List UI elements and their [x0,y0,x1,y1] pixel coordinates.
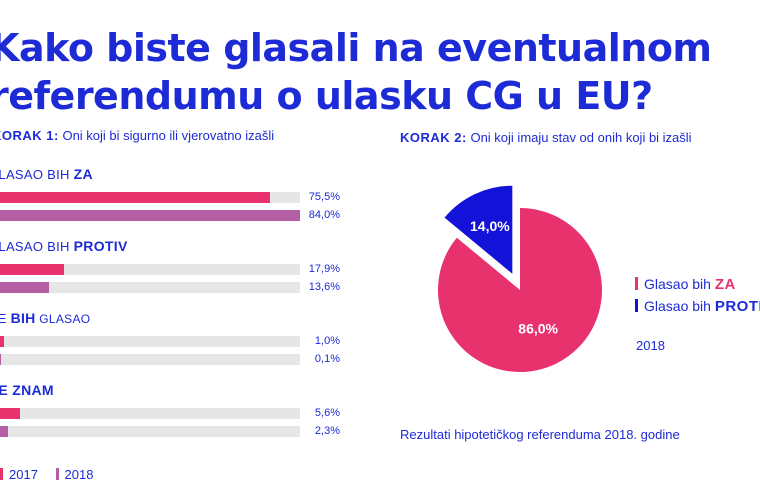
step-2-heading: KORAK 2: Oni koji imaju stav od onih koj… [400,130,692,145]
legend-swatch-2018 [55,468,59,480]
bar-2018 [0,426,9,437]
bar-value-label: 5,6% [314,407,340,419]
pie-value-label-protiv: 14,0% [470,218,510,234]
pie-value-label-za: 86,0% [518,321,558,337]
bar-group-3: NE ZNAM 5,6% 2,3% [0,382,340,442]
pie-legend-bold-za: ZA [714,276,736,293]
bar-row-2017: 5,6% [0,407,340,419]
bar-value-label: 1,0% [314,335,340,347]
bar-row-2017: 1,0% [0,335,340,347]
bar-value-label: 17,9% [308,263,340,275]
pie-legend-bold-protiv: PROTIV [714,298,760,315]
bar-2018 [0,282,49,293]
pie-chart: 86,0% 14,0% [438,185,602,372]
pie-legend-label-protiv: Glasao bih [644,298,711,314]
legend-swatch-2017 [0,468,3,480]
step-2-text: Oni koji imaju stav od onih koji bi izaš… [470,130,692,145]
bar-chart-legend: 2017 2018 [0,467,107,482]
bar-value-label: 13,6% [308,281,340,293]
step-1-heading: KORAK 1: Oni koji bi sigurno ili vjerova… [0,128,274,143]
step-1-text: Oni koji bi sigurno ili vjerovatno izašl… [62,128,275,143]
bar-2017 [0,408,20,419]
bar-group-1: GLASAO BIH PROTIV 17,9% 13,6% [0,238,340,298]
bar-group-title-bold: PROTIV [73,238,128,254]
bar-row-2018: 2,3% [0,425,340,437]
chart-title-line-2: referendumu o ulasku CG u EU? [0,74,653,118]
bar-group-title-bold: ZA [73,166,93,182]
bar-row-2018: 13,6% [0,281,340,293]
pie-legend-swatch-za [635,277,638,290]
chart-title: Kako biste glasali na eventualnom refere… [0,24,760,120]
bar-value-label: 0,1% [314,353,340,365]
step-1-label: KORAK 1: [0,128,59,143]
legend-label-2018: 2018 [64,467,94,482]
bar-track [0,354,300,365]
pie-slice-za [438,208,602,372]
pie-slice-protiv [444,185,513,274]
bar-track [0,282,300,293]
bar-2017 [0,336,4,347]
bar-row-2018: 0,1% [0,353,340,365]
chart-title-line-1: Kako biste glasali na eventualnom [0,26,712,70]
bar-group-title-lead: GLASAO BIH [0,239,70,254]
bar-group-2: NE BIH GLASAO 1,0% 0,1% [0,310,340,370]
bar-2018 [0,210,300,221]
bar-group-title: NE BIH GLASAO [0,310,90,326]
legend-label-2017: 2017 [9,467,38,482]
pie-legend-item-za: Glasao bih ZA [635,276,760,298]
footnote: Rezultati hipotetičkog referenduma 2018.… [400,427,680,442]
bar-row-2018: 84,0% [0,209,340,221]
bar-group-title-lead: NE [0,311,7,326]
bar-group-0: GLASAO BIH ZA 75,5% 84,0% [0,166,340,226]
bar-value-label: 84,0% [308,209,340,221]
bar-group-title: GLASAO BIH PROTIV [0,238,128,254]
bar-2017 [0,264,64,275]
bar-value-label: 75,5% [308,191,340,203]
bar-group-title: NE ZNAM [0,382,54,398]
bar-group-title: GLASAO BIH ZA [0,166,93,182]
pie-year-label: 2018 [636,338,665,353]
step-2-label: KORAK 2: [400,130,467,145]
bar-group-title-lead: GLASAO BIH [0,167,70,182]
bar-2017 [0,192,270,203]
legend-item-2017: 2017 [0,467,38,482]
pie-legend-label-za: Glasao bih [644,276,711,292]
bar-row-2017: 17,9% [0,263,340,275]
bar-value-label: 2,3% [314,425,340,437]
bar-track [0,408,300,419]
bar-group-title-bold: BIH [10,310,36,326]
bar-track [0,426,300,437]
bar-group-title-bold: NE ZNAM [0,382,54,398]
pie-legend-swatch-protiv [635,299,638,312]
pie-legend-item-protiv: Glasao bih PROTIV [635,298,760,320]
legend-item-2018: 2018 [55,467,94,482]
pie-chart-legend: Glasao bih ZA Glasao bih PROTIV [635,276,760,320]
bar-row-2017: 75,5% [0,191,340,203]
bar-track [0,336,300,347]
bar-track [0,264,300,275]
bar-group-title-tail: GLASAO [35,312,91,326]
